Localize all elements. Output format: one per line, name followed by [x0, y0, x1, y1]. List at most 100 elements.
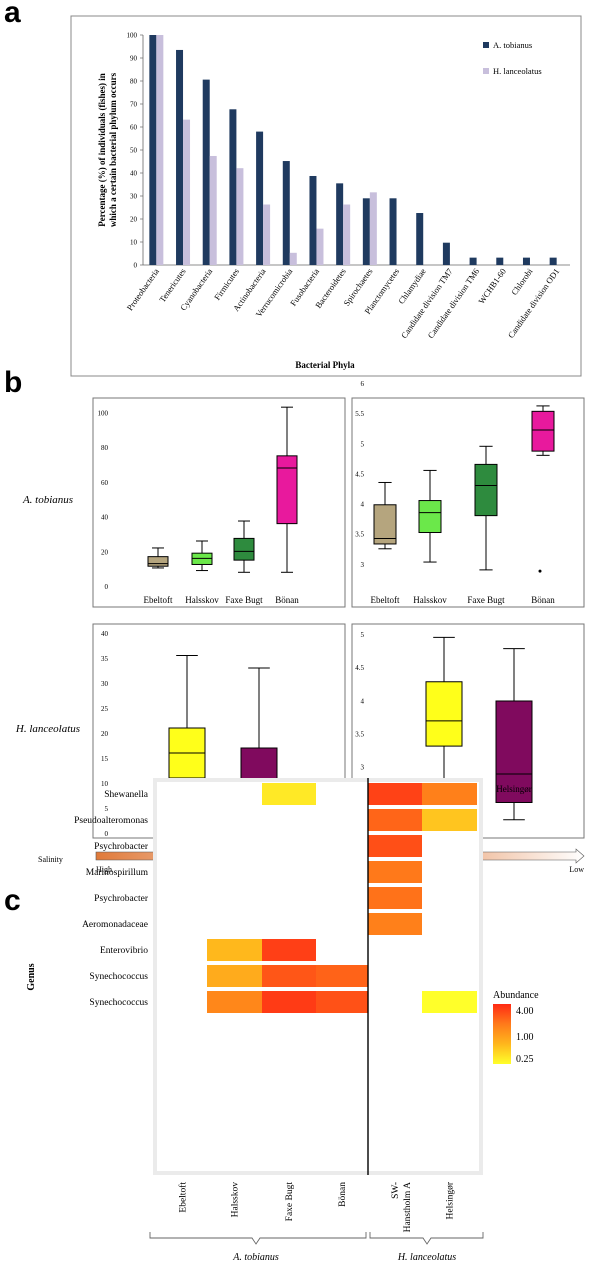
box-category-label: Bönan — [531, 595, 555, 605]
x-category-label: Proteobacteria — [125, 266, 161, 312]
bar-a-tobianus — [149, 35, 157, 265]
y-tick-label: 30 — [130, 193, 138, 201]
bar-a-tobianus — [549, 257, 557, 265]
bar-a-tobianus — [389, 198, 397, 265]
box — [147, 556, 169, 567]
bar-a-tobianus — [442, 242, 450, 265]
heatmap-cell — [207, 991, 262, 1013]
y-tick-label: 40 — [101, 630, 109, 638]
bar-a-tobianus — [469, 257, 477, 265]
bar-a-tobianus — [362, 198, 370, 265]
y-tick-label: 80 — [101, 444, 109, 452]
y-tick-label: 3 — [361, 561, 365, 569]
salinity-label: Salinity — [38, 855, 63, 864]
box-category-label: Faxe Bugt — [225, 595, 263, 605]
bar-h-lanceolatus — [343, 204, 351, 265]
heatmap-row-label: Psychrobacter — [94, 842, 149, 852]
y-tick-label: 3.5 — [355, 531, 364, 539]
panel-label-b: b — [4, 366, 23, 399]
y-axis-title-line: Percentage (%) of individuals (fishes) i… — [97, 73, 107, 227]
y-tick-label: 0 — [134, 262, 138, 270]
heatmap-column-label: Hanstholm A — [403, 1182, 413, 1233]
box — [276, 455, 298, 525]
row-label-h-lanceolatus: H. lanceolatus — [15, 723, 80, 735]
color-legend-tick: 0.25 — [516, 1054, 534, 1065]
legend-swatch — [483, 42, 489, 48]
panel-label-a: a — [4, 0, 21, 29]
y-tick-label: 70 — [130, 101, 138, 109]
heatmap-cell — [262, 991, 316, 1013]
outlier-point — [538, 569, 542, 573]
heatmap-cell — [262, 939, 316, 961]
bar-a-tobianus — [309, 175, 317, 265]
heatmap-row-label: Synechococcus — [89, 972, 148, 982]
y-tick-label: 40 — [130, 170, 138, 178]
x-category-label: Firmicutes — [212, 266, 241, 302]
y-tick-label: 15 — [101, 755, 109, 763]
group-label: H. lanceolatus — [397, 1252, 456, 1263]
heatmap-row-label: Psychrobacter — [94, 894, 149, 904]
bar-h-lanceolatus — [369, 192, 377, 265]
heatmap-column-label: Halsskov — [231, 1182, 241, 1218]
box — [418, 500, 442, 534]
heatmap-cell — [207, 939, 262, 961]
box — [425, 681, 463, 747]
y-tick-label: 60 — [130, 124, 138, 132]
y-tick-label: 5.5 — [355, 410, 364, 418]
y-tick-label: 4 — [361, 501, 365, 509]
heatmap-column-label: Helsingør — [446, 1181, 456, 1219]
y-tick-label: 3 — [361, 764, 365, 772]
heatmap-cell — [368, 913, 422, 935]
heatmap-column-label: Faxe Bugt — [285, 1182, 295, 1222]
y-tick-label: 5 — [105, 805, 109, 813]
box-category-label: Halsskov — [185, 595, 219, 605]
bar-a-tobianus — [202, 79, 210, 266]
bar-h-lanceolatus — [209, 155, 217, 265]
panel-label-c: c — [4, 884, 21, 917]
salinity-low-label: Low — [569, 865, 584, 874]
heatmap-cell — [262, 783, 316, 805]
box — [233, 537, 255, 561]
y-tick-label: 5 — [361, 631, 365, 639]
panel-a-frame — [70, 15, 582, 377]
salinity-high-label: High — [96, 865, 112, 874]
y-tick-label: 4 — [361, 697, 365, 705]
bar-h-lanceolatus — [289, 252, 297, 265]
y-tick-label: 3.5 — [355, 731, 364, 739]
x-axis-title: Bacterial Phyla — [295, 360, 355, 370]
y-tick-label: 0 — [105, 583, 109, 591]
bar-a-tobianus — [176, 49, 184, 266]
heatmap-cell — [422, 991, 477, 1013]
y-tick-label: 10 — [101, 780, 109, 788]
box — [531, 410, 555, 452]
y-tick-label: 20 — [101, 730, 109, 738]
box-category-label: Ebeltoft — [371, 595, 400, 605]
bar-a-tobianus — [416, 213, 424, 265]
bar-h-lanceolatus — [156, 35, 164, 265]
heatmap-row-label: Enterovibrio — [100, 946, 148, 956]
heatmap-cell — [207, 965, 262, 987]
bar-a-tobianus — [256, 131, 264, 265]
legend-label: A. tobianus — [493, 40, 532, 50]
heatmap-cell — [368, 835, 422, 857]
group-brace — [149, 1232, 367, 1245]
heatmap-row-label: Shewanella — [104, 790, 149, 800]
boxplot-frame — [351, 397, 585, 608]
heatmap-cell — [368, 887, 422, 909]
heatmap-cell — [422, 809, 477, 831]
heatmap-row-label: Marinospirillum — [86, 868, 149, 878]
heatmap-column-label: SW- — [391, 1182, 401, 1199]
y-tick-label: 35 — [101, 655, 109, 663]
box-category-label: Faxe Bugt — [467, 595, 505, 605]
heatmap-row-label: Synechococcus — [89, 998, 148, 1008]
y-tick-label: 0 — [105, 830, 109, 838]
box — [373, 504, 397, 545]
heatmap-row-label: Pseudoalteromonas — [74, 816, 148, 826]
heatmap-cell — [422, 783, 477, 805]
x-category-label: Candidate division TM6 — [425, 266, 481, 340]
y-tick-label: 50 — [130, 147, 138, 155]
y-tick-label: 30 — [101, 680, 109, 688]
heatmap-cell — [368, 783, 422, 805]
group-brace — [369, 1232, 484, 1245]
